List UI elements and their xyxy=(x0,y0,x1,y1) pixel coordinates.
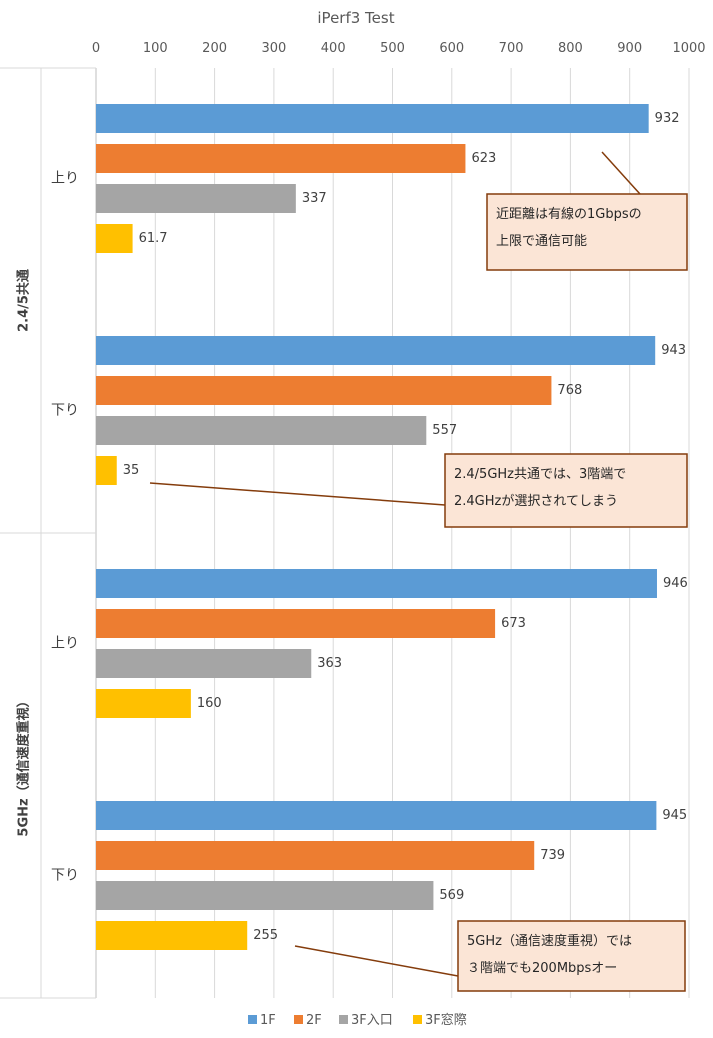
bar-3F窓際 xyxy=(96,689,191,718)
category-label: 下り xyxy=(51,403,79,419)
data-label: 932 xyxy=(655,111,680,126)
data-labels: 932 623 337 61.7 943 768 557 35 946 673 363 160 945 7… xyxy=(123,111,688,943)
legend-swatch xyxy=(294,1015,303,1024)
x-tick-label: 0 xyxy=(92,41,100,56)
bar-3F入口 xyxy=(96,184,296,213)
x-tick-label: 500 xyxy=(380,41,405,56)
x-tick-label: 1000 xyxy=(672,41,705,56)
callout-leader xyxy=(149,482,446,506)
category-label: 上り xyxy=(51,171,79,187)
x-tick-label: 700 xyxy=(499,41,524,56)
data-label: 160 xyxy=(197,696,222,711)
legend-label: 2F xyxy=(306,1013,322,1028)
x-tick-label: 300 xyxy=(261,41,286,56)
bar-3F窓際 xyxy=(96,224,133,253)
data-label: 569 xyxy=(439,888,464,903)
data-label: 35 xyxy=(123,463,140,478)
x-tick-label: 600 xyxy=(439,41,464,56)
data-label: 673 xyxy=(501,616,526,631)
chart-title: iPerf3 Test xyxy=(317,9,394,27)
legend-label: 1F xyxy=(260,1013,276,1028)
legend-label: 3F入口 xyxy=(351,1013,393,1028)
bar-2F xyxy=(96,144,466,173)
bar-3F窓際 xyxy=(96,921,248,950)
bar-1F xyxy=(96,569,657,598)
bar-3F入口 xyxy=(96,649,312,678)
legend-swatch xyxy=(413,1015,422,1024)
bar-3F入口 xyxy=(96,881,434,910)
bar-3F窓際 xyxy=(96,456,117,485)
group-label: 5GHz（通信速度重視） xyxy=(16,694,32,836)
callout-box xyxy=(444,453,688,528)
bars xyxy=(96,104,657,950)
bar-2F xyxy=(96,376,552,405)
bar-2F xyxy=(96,841,535,870)
data-label: 768 xyxy=(557,383,582,398)
data-label: 623 xyxy=(471,151,496,166)
callout-box xyxy=(457,920,686,992)
data-label: 945 xyxy=(662,808,687,823)
callout-leader xyxy=(294,945,459,977)
data-label: 557 xyxy=(432,423,457,438)
data-label: 61.7 xyxy=(139,231,168,246)
data-label: 739 xyxy=(540,848,565,863)
callout-text: 5GHz（通信速度重視）では xyxy=(467,933,632,949)
bar-1F xyxy=(96,801,657,830)
callout-text: 上限で通信可能 xyxy=(496,234,587,249)
x-axis-ticks: 0 100 200 300 400 500 600 700 800 900 1000 xyxy=(92,41,706,56)
x-tick-label: 900 xyxy=(617,41,642,56)
bar-1F xyxy=(96,104,649,133)
legend-swatch xyxy=(248,1015,257,1024)
legend: 1F 2F 3F入口 3F窓際 xyxy=(248,1012,467,1028)
legend-label: 3F窓際 xyxy=(425,1012,467,1028)
callout-text: 2.4/5GHz共通では、3階端で xyxy=(454,467,626,482)
bar-3F入口 xyxy=(96,416,427,445)
callout-text: ３階端でも200Mbpsオー xyxy=(467,961,617,976)
data-label: 943 xyxy=(661,343,686,358)
x-tick-label: 200 xyxy=(202,41,227,56)
callout-text: 近距離は有線の1Gbpsの xyxy=(496,206,642,222)
data-label: 255 xyxy=(253,928,278,943)
group-label: 2.4/5共通 xyxy=(16,269,32,332)
x-tick-label: 100 xyxy=(143,41,168,56)
callout-box xyxy=(486,193,688,271)
axis-frame xyxy=(0,67,97,999)
x-tick-label: 800 xyxy=(558,41,583,56)
bar-2F xyxy=(96,609,496,638)
x-tick-label: 400 xyxy=(321,41,346,56)
callout-text: 2.4GHzが選択されてしまう xyxy=(454,494,618,509)
category-label: 上り xyxy=(51,636,79,652)
category-label: 下り xyxy=(51,868,79,884)
callout-leader xyxy=(601,151,641,195)
data-label: 946 xyxy=(663,576,688,591)
data-label: 363 xyxy=(317,656,342,671)
data-label: 337 xyxy=(302,191,327,206)
bar-1F xyxy=(96,336,656,365)
legend-swatch xyxy=(339,1015,348,1024)
